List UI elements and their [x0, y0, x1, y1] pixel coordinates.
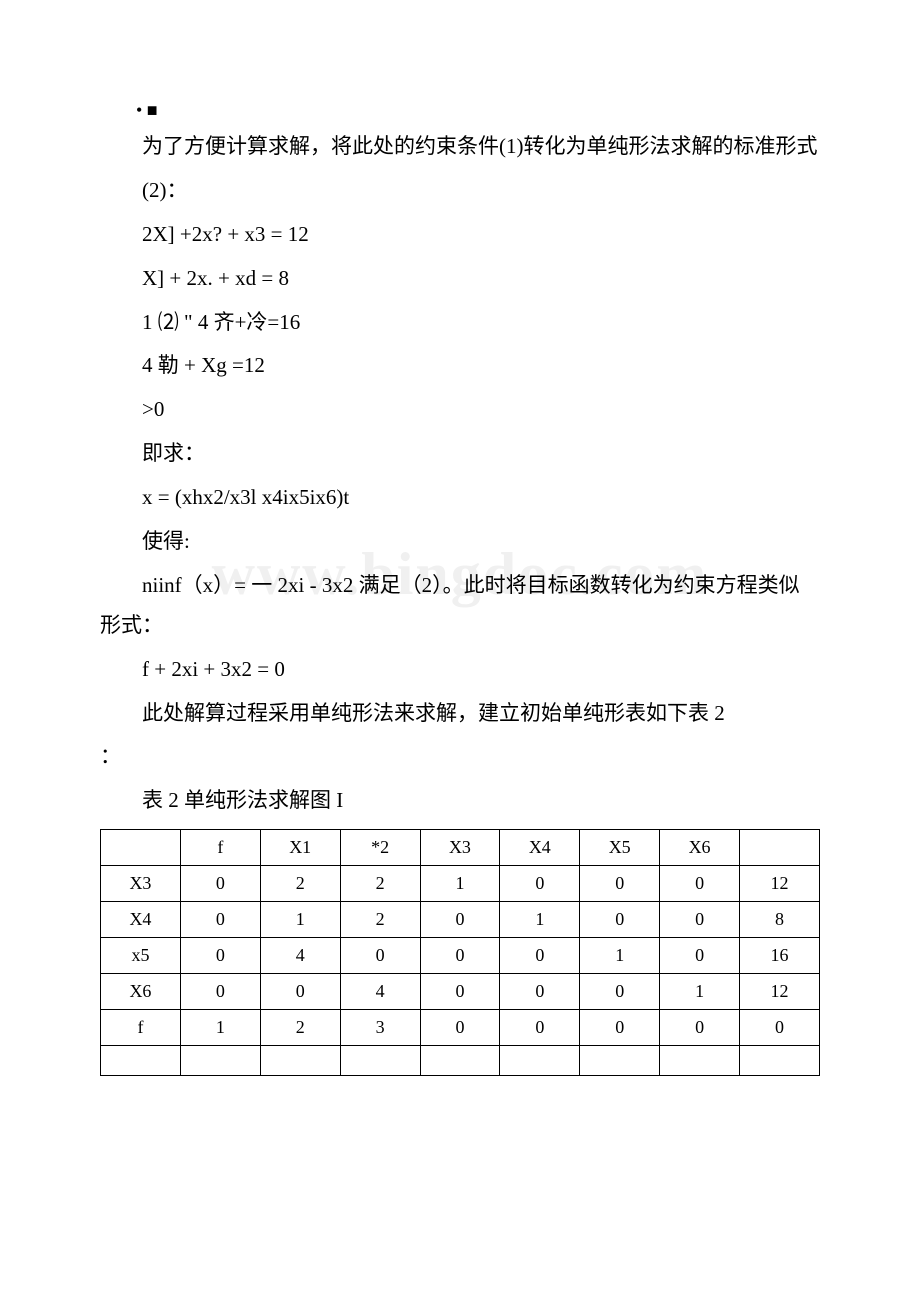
- table-cell: 4: [340, 974, 420, 1010]
- table-cell: [420, 1046, 500, 1076]
- paragraph-3: 即求：: [100, 434, 820, 474]
- table-cell: 0: [500, 866, 580, 902]
- table-cell: [500, 1046, 580, 1076]
- document-content: • ■ 为了方便计算求解，将此处的约束条件(1)转化为单纯形法求解的标准形式 (…: [100, 100, 820, 1076]
- table-cell: X3: [101, 866, 181, 902]
- table-cell: 1: [420, 866, 500, 902]
- table-cell: 12: [740, 974, 820, 1010]
- table-cell: 2: [340, 902, 420, 938]
- table-cell: 0: [500, 938, 580, 974]
- table-cell: 12: [740, 866, 820, 902]
- table-cell: [660, 1046, 740, 1076]
- table-cell: 0: [260, 974, 340, 1010]
- table-cell: 0: [500, 1010, 580, 1046]
- table-title: 表 2 单纯形法求解图 I: [100, 781, 820, 821]
- bullet-marker: • ■: [100, 100, 820, 121]
- table-row: X3 0 2 2 1 0 0 0 12: [101, 866, 820, 902]
- table-cell: 0: [420, 1010, 500, 1046]
- paragraph-2: (2)：: [100, 171, 820, 211]
- table-row-empty: [101, 1046, 820, 1076]
- table-cell: 4: [260, 938, 340, 974]
- table-cell: 0: [420, 902, 500, 938]
- table-cell: 0: [660, 938, 740, 974]
- equation-5: >0: [100, 390, 820, 430]
- table-cell: [101, 830, 181, 866]
- equation-2: X] + 2x. + xd = 8: [100, 259, 820, 299]
- table-cell: X5: [580, 830, 660, 866]
- table-cell: 0: [660, 1010, 740, 1046]
- equation-4: 4 勒 + Xg =12: [100, 346, 820, 386]
- table-cell: [180, 1046, 260, 1076]
- paragraph-1: 为了方便计算求解，将此处的约束条件(1)转化为单纯形法求解的标准形式: [100, 127, 820, 167]
- table-cell: 2: [260, 866, 340, 902]
- table-cell: 1: [180, 1010, 260, 1046]
- table-row: X6 0 0 4 0 0 0 1 12: [101, 974, 820, 1010]
- table-cell: 0: [580, 974, 660, 1010]
- table-cell: 1: [580, 938, 660, 974]
- table-cell: 2: [340, 866, 420, 902]
- table-cell: X6: [101, 974, 181, 1010]
- table-cell: [740, 830, 820, 866]
- table-row: X4 0 1 2 0 1 0 0 8: [101, 902, 820, 938]
- table-cell: 2: [260, 1010, 340, 1046]
- table-cell: 0: [180, 974, 260, 1010]
- table-cell: x5: [101, 938, 181, 974]
- table-cell: 0: [580, 902, 660, 938]
- paragraph-6: 此处解算过程采用单纯形法来求解，建立初始单纯形表如下表 2: [100, 694, 820, 734]
- table-cell: X6: [660, 830, 740, 866]
- table-row: f 1 2 3 0 0 0 0 0: [101, 1010, 820, 1046]
- table-row: x5 0 4 0 0 0 1 0 16: [101, 938, 820, 974]
- table-header-row: f X1 *2 X3 X4 X5 X6: [101, 830, 820, 866]
- table-cell: [740, 1046, 820, 1076]
- table-cell: 0: [180, 902, 260, 938]
- table-cell: *2: [340, 830, 420, 866]
- table-cell: 0: [180, 866, 260, 902]
- equation-1: 2X] +2x? + x3 = 12: [100, 215, 820, 255]
- table-cell: 0: [580, 1010, 660, 1046]
- table-cell: X4: [500, 830, 580, 866]
- equation-7: f + 2xi + 3x2 = 0: [100, 650, 820, 690]
- paragraph-5: niinf（x）= 一 2xi - 3x2 满足（2）。此时将目标函数转化为约束…: [100, 566, 820, 646]
- table-cell: 0: [340, 938, 420, 974]
- paragraph-4: 使得:: [100, 522, 820, 562]
- table-cell: 0: [420, 938, 500, 974]
- table-cell: 8: [740, 902, 820, 938]
- table-cell: f: [180, 830, 260, 866]
- table-cell: 0: [420, 974, 500, 1010]
- table-cell: 3: [340, 1010, 420, 1046]
- paragraph-6b: ：: [100, 737, 820, 777]
- table-cell: 0: [660, 902, 740, 938]
- table-cell: 0: [660, 866, 740, 902]
- table-cell: [260, 1046, 340, 1076]
- table-cell: 0: [580, 866, 660, 902]
- table-cell: 0: [740, 1010, 820, 1046]
- table-cell: 0: [180, 938, 260, 974]
- table-cell: X1: [260, 830, 340, 866]
- table-cell: X4: [101, 902, 181, 938]
- table-cell: 16: [740, 938, 820, 974]
- table-cell: [340, 1046, 420, 1076]
- table-cell: 1: [660, 974, 740, 1010]
- table-cell: X3: [420, 830, 500, 866]
- equation-6: x = (xhx2/x3l x4ix5ix6)t: [100, 478, 820, 518]
- table-cell: [580, 1046, 660, 1076]
- equation-3: 1 ⑵ " 4 齐+冷=16: [100, 303, 820, 343]
- table-cell: 0: [500, 974, 580, 1010]
- table-cell: [101, 1046, 181, 1076]
- table-cell: f: [101, 1010, 181, 1046]
- table-cell: 1: [500, 902, 580, 938]
- simplex-table: f X1 *2 X3 X4 X5 X6 X3 0 2 2 1 0 0 0 12 …: [100, 829, 820, 1076]
- table-cell: 1: [260, 902, 340, 938]
